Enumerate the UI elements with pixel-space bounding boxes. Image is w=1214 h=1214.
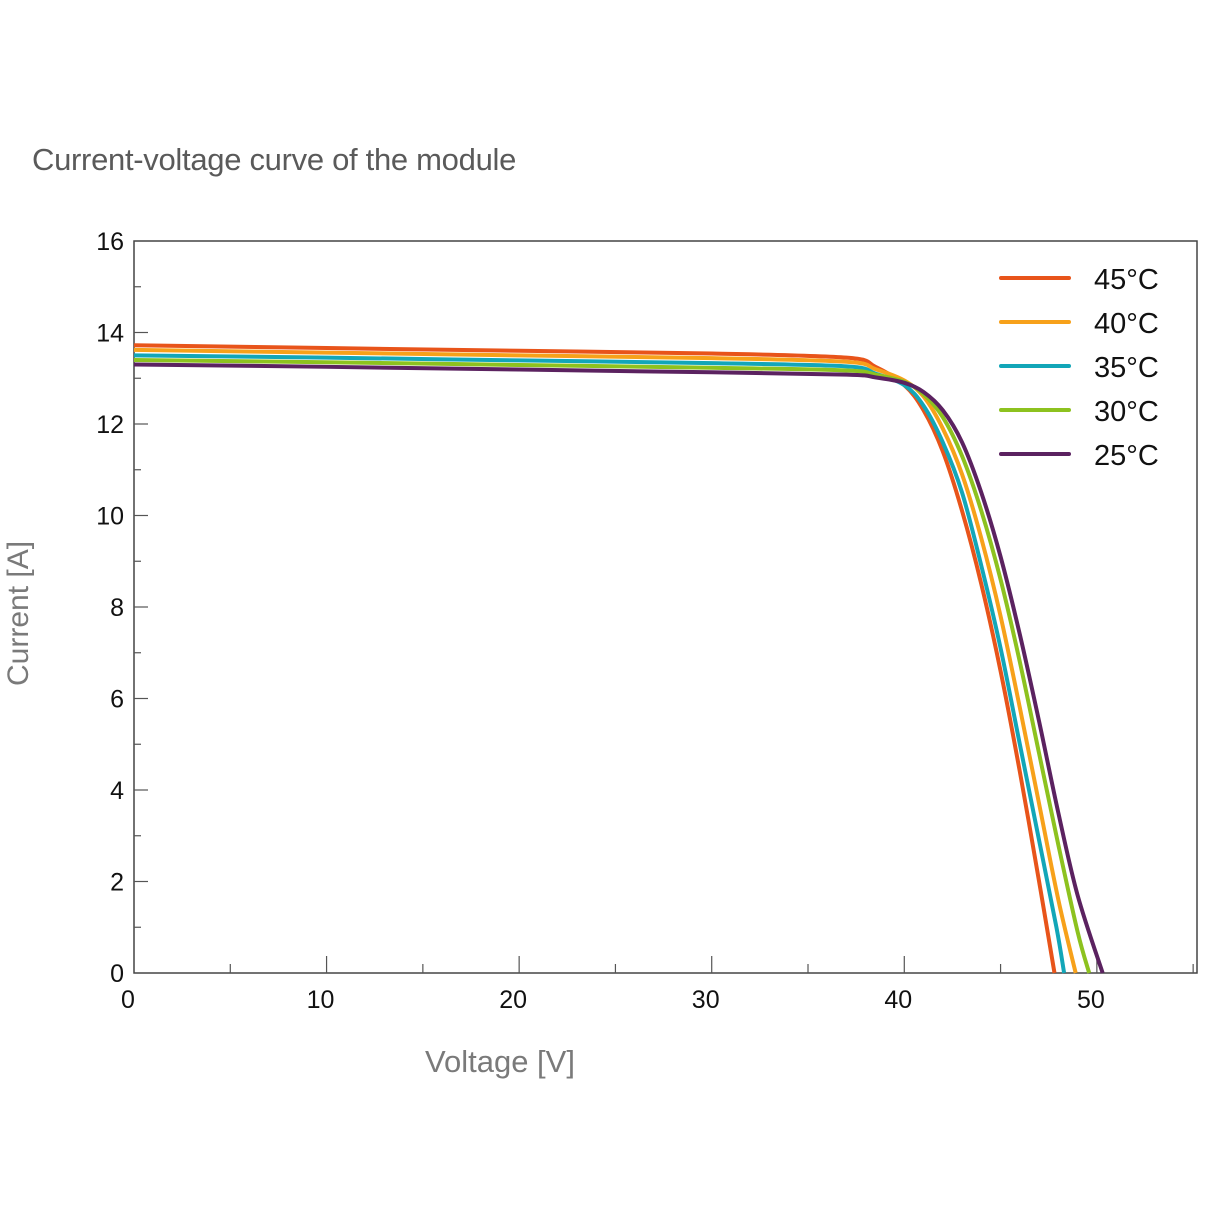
y-tick-label: 16 [96, 228, 124, 256]
y-tick-label: 4 [110, 777, 124, 805]
iv-curve-35c [133, 353, 1067, 974]
legend-item: 45°C [999, 264, 1159, 296]
y-tick-label: 6 [110, 686, 124, 714]
legend: 45°C 40°C 35°C 30°C 25°C [999, 264, 1159, 472]
legend-item: 25°C [999, 440, 1159, 472]
legend-label: 45°C [1094, 264, 1159, 296]
legend-item: 35°C [999, 352, 1159, 384]
iv-curve-25c [133, 362, 1105, 974]
iv-curve-40c [133, 347, 1078, 974]
x-tick-label: 30 [692, 986, 720, 1014]
legend-label: 25°C [1094, 440, 1159, 472]
legend-label: 40°C [1094, 308, 1159, 340]
y-tick-label: 10 [96, 503, 124, 531]
y-tick-label: 14 [96, 320, 124, 348]
chart-title: Current-voltage curve of the module [32, 142, 517, 177]
legend-item: 40°C [999, 308, 1159, 340]
x-tick-label: 10 [307, 986, 335, 1014]
axis-ticks [134, 286, 1194, 973]
iv-curve-45c [133, 343, 1057, 974]
legend-label: 30°C [1094, 396, 1159, 428]
x-tick-label: 40 [884, 986, 912, 1014]
iv-curves [133, 343, 1105, 974]
x-tick-label: 20 [499, 986, 527, 1014]
y-tick-label: 0 [110, 960, 124, 988]
x-tick-label: 0 [121, 986, 135, 1014]
y-tick-label: 2 [110, 869, 124, 897]
x-tick-label: 50 [1077, 986, 1105, 1014]
y-tick-label: 8 [110, 594, 124, 622]
y-tick-label: 12 [96, 411, 124, 439]
axis-tick-labels: 0 2 4 6 8 10 12 14 16 0 10 20 30 40 50 [96, 228, 1105, 1014]
x-axis-label: Voltage [V] [425, 1044, 575, 1079]
legend-label: 35°C [1094, 352, 1159, 384]
iv-curve-30c [133, 357, 1092, 974]
legend-item: 30°C [999, 396, 1159, 428]
